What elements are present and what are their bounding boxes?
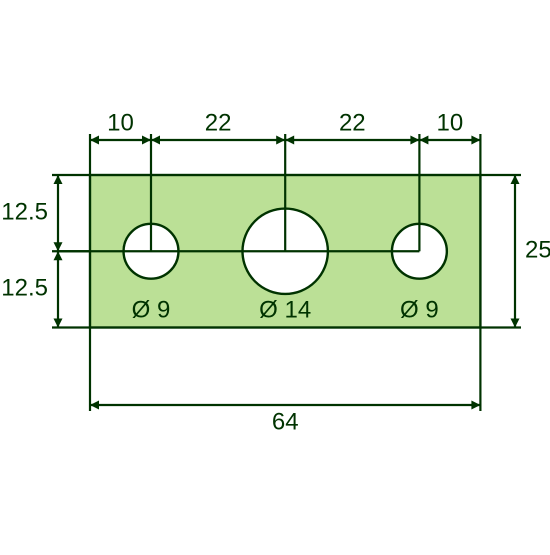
dim-arrow [276,136,285,145]
dim-label-right: 25 [525,237,550,264]
dim-arrow [471,136,480,145]
hole-label-2: Ø 9 [400,297,439,324]
dim-arrow [419,136,428,145]
dim-arrow [151,136,160,145]
dim-label-top-2: 22 [339,109,366,136]
dim-arrow [90,136,99,145]
dim-arrow [511,319,520,328]
dim-label-bottom: 64 [272,408,299,435]
technical-drawing: 10 22 22 10 12.5 12.5 25 64 Ø 9 Ø 14 Ø 9 [0,0,550,550]
dim-label-left-0: 12.5 [1,198,48,225]
dim-arrow [142,136,151,145]
dim-label-top-0: 10 [107,109,134,136]
dim-label-top-1: 22 [205,109,232,136]
dim-arrow [410,136,419,145]
dim-arrow [54,175,63,184]
hole-label-0: Ø 9 [132,297,171,324]
dim-label-top-3: 10 [437,109,464,136]
dim-arrow [54,242,63,251]
dim-label-left-1: 12.5 [1,275,48,302]
dim-arrow [90,401,99,410]
dim-arrow [511,175,520,184]
dim-arrow [54,319,63,328]
hole-label-1: Ø 14 [259,297,311,324]
dim-arrow [54,251,63,260]
dim-arrow [285,136,294,145]
dim-arrow [471,401,480,410]
